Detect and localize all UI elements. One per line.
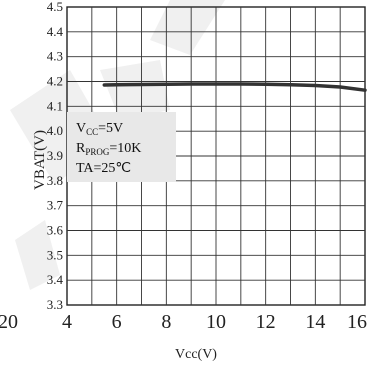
y-tick-labels: 3.3 3.4 3.5 3.6 3.7 3.8 3.9 4.0 4.1 4.2 4.3 4.4 4.5: [47, 0, 64, 312]
x-tick-label: 4: [62, 311, 72, 333]
x-tick-label: 10: [206, 311, 226, 333]
conditions-annotation: VCC=5V RPROG=10K TA=25℃: [67, 112, 176, 182]
y-tick-label: 3.4: [47, 272, 64, 287]
x-tick-label: 6: [112, 311, 122, 333]
y-axis-label: VBAT(V): [32, 130, 48, 190]
x-tick-label: 8: [161, 311, 171, 333]
y-tick-label: 4.2: [47, 74, 63, 89]
y-tick-label: 3.6: [47, 223, 64, 238]
y-tick-label: 3.7: [47, 198, 64, 213]
x-axis-label: Vcc(V): [175, 347, 217, 362]
y-tick-label: 4.1: [47, 98, 63, 113]
y-tick-label: 4.4: [47, 24, 64, 39]
x-tick-label: 14: [305, 311, 325, 333]
x-tick-labels: 4 6 8 10 12 14 16: [62, 311, 367, 333]
stray-tick-label: 20: [0, 311, 18, 333]
annotation-rprog: RPROG=10K: [76, 141, 141, 157]
x-tick-label: 12: [256, 311, 276, 333]
y-tick-label: 3.9: [47, 148, 63, 163]
y-tick-label: 3.5: [47, 247, 63, 262]
y-tick-label: 4.5: [47, 0, 63, 14]
x-tick-label: 16: [347, 311, 367, 333]
y-tick-label: 3.3: [47, 297, 63, 312]
annotation-vcc: VCC=5V: [76, 121, 123, 137]
y-tick-label: 4.3: [47, 49, 63, 64]
annotation-box: [67, 112, 176, 182]
y-tick-label: 3.8: [47, 173, 63, 188]
series-line: [102, 82, 367, 92]
annotation-ta: TA=25℃: [76, 161, 131, 176]
y-tick-label: 4.0: [47, 123, 63, 138]
